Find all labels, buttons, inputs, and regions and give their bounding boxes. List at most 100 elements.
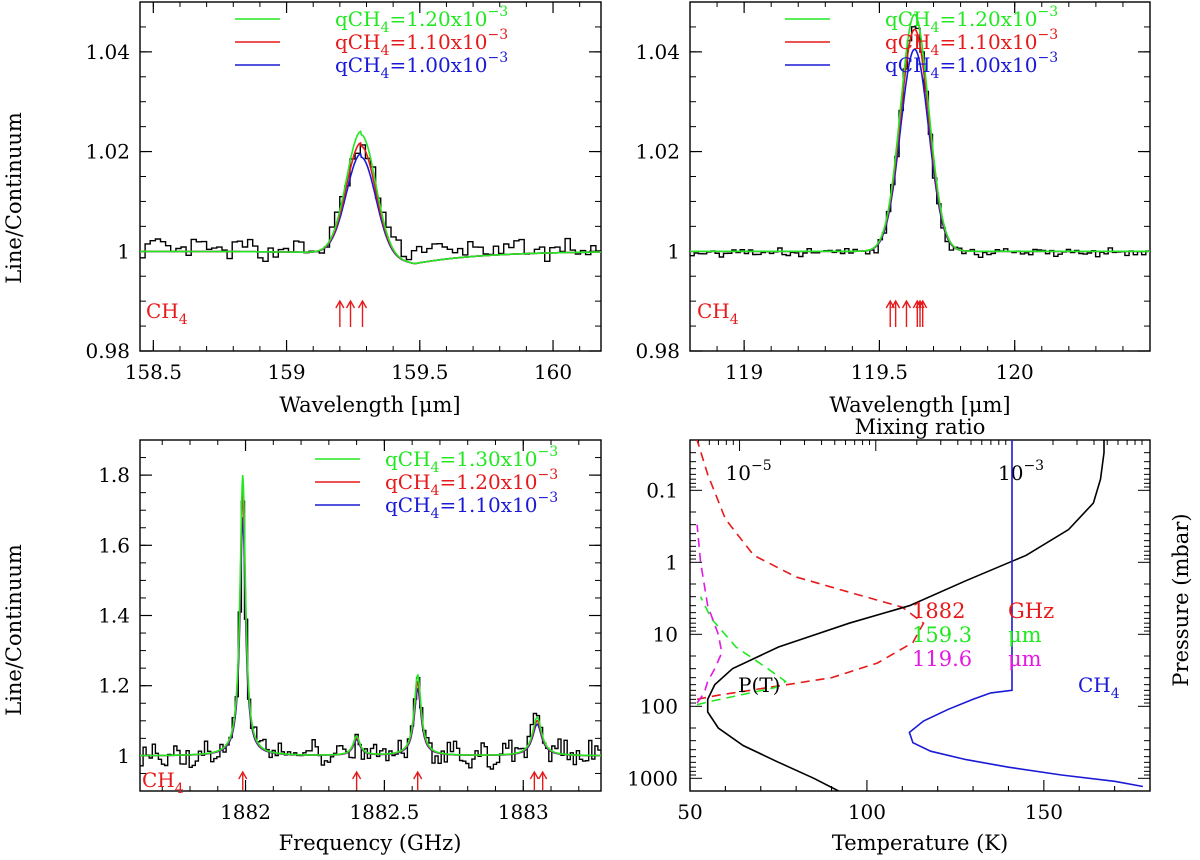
axis-ticks: 158.5 159 159.5 160 0.98 1 1.02 1.04 (85, 1, 601, 384)
axis-ticks: 50 100 150 0.1 1 10 100 1000 (627, 439, 1151, 824)
mixing-ratio-label: 10−3 (998, 458, 1044, 485)
legend-entry-blue: qCH4=1.00x10−3 (335, 50, 508, 82)
x-tick-label: 50 (677, 800, 702, 824)
ch4-subscript: 4 (1111, 686, 1120, 702)
legend-value: =1.30x10 (439, 447, 537, 471)
legend-prefix: qCH (885, 53, 931, 77)
species-subscript: 4 (730, 312, 739, 328)
model-line-green (140, 474, 601, 757)
legend-superscript: −3 (488, 4, 509, 20)
x-tick-label: 150 (1025, 800, 1063, 824)
legend-value: =1.00x10 (939, 53, 1037, 77)
legend-superscript: −3 (538, 444, 559, 460)
legend-entry-red: qCH4=1.20x10−3 (385, 467, 558, 499)
line-center-arrowhead (335, 299, 345, 309)
legend-prefix: qCH (885, 30, 931, 54)
line-center-arrowhead (352, 770, 362, 780)
observed-spectrum-step (140, 500, 601, 770)
legend-subscript: 4 (931, 43, 940, 59)
x-tick-label: 159 (267, 360, 305, 384)
profile-group (696, 440, 1144, 791)
y-tick-label: 1 (667, 239, 680, 263)
legend-superscript: −3 (1038, 4, 1059, 20)
y-tick-label: 1 (117, 744, 130, 768)
y-axis-label-bottom: Line/Continuum (2, 544, 26, 716)
model-line-green (690, 13, 1150, 253)
y-axis-label-top: Line/Continuum (2, 112, 26, 284)
series-group (690, 13, 1150, 258)
legend-subscript: 4 (931, 20, 940, 36)
x-tick-label: 160 (534, 360, 572, 384)
line-center-arrowhead (345, 299, 356, 309)
legend-entry-green: qCH4=1.30x10−3 (385, 444, 558, 476)
legend-entry-green: qCH4=1.20x10−3 (335, 4, 508, 36)
legend-value: =1.20x10 (439, 470, 537, 494)
legend-value: =1.00x10 (389, 53, 487, 77)
contribution-legend-unit: GHz (1008, 599, 1054, 623)
legend-superscript: −3 (1038, 50, 1059, 66)
species-text: CH (697, 299, 730, 323)
line-center-arrowhead (918, 299, 928, 309)
y-tick-label: 100 (640, 694, 678, 718)
legend-value: =1.20x10 (939, 7, 1037, 31)
series-group (140, 458, 601, 770)
line-center-arrowhead (538, 770, 548, 780)
legend-subscript: 4 (931, 66, 940, 82)
species-label: CH4 (697, 299, 739, 328)
legend-superscript: −3 (1038, 27, 1059, 43)
y-tick-label: 0.1 (646, 478, 678, 502)
legend-subscript: 4 (431, 460, 440, 476)
y-tick-label: 1 (665, 550, 678, 574)
y-tick-label: 1.8 (98, 463, 130, 487)
contribution-legend-value: 159.3 (912, 623, 972, 647)
legend-subscript: 4 (431, 483, 440, 499)
x-axis-label: Wavelength [μm] (829, 393, 1010, 417)
line-center-arrowhead (901, 299, 912, 309)
legend-subscript: 4 (431, 506, 440, 522)
y-tick-label: 0.98 (85, 339, 130, 363)
plot-frame (689, 439, 1151, 792)
legend-prefix: qCH (385, 470, 431, 494)
legend-entry-blue: qCH4=1.10x10−3 (385, 490, 558, 522)
contribution-legend-value: 119.6 (912, 647, 972, 671)
legend-prefix: qCH (385, 493, 431, 517)
legend-superscript: −3 (488, 27, 509, 43)
contribution-function-green (696, 596, 787, 706)
line-center-arrowhead (891, 299, 901, 309)
x-tick-label: 119 (725, 360, 763, 384)
model-line-blue (140, 517, 601, 757)
y-tick-label: 1.02 (85, 140, 130, 164)
legend-entry-red: qCH4=1.10x10−3 (885, 27, 1058, 59)
legend-subscript: 4 (381, 66, 390, 82)
legend-superscript: −3 (538, 490, 559, 506)
model-line-green (140, 130, 601, 265)
mixing-base: 10 (726, 461, 751, 485)
legend-entry-red: qCH4=1.10x10−3 (335, 27, 508, 59)
species-text: CH (146, 299, 179, 323)
contribution-legend-value: 1882 (912, 599, 965, 623)
species-text: CH (142, 768, 175, 792)
y-tick-label: 1.02 (635, 140, 680, 164)
mixing-ratio-label: 10−5 (726, 458, 772, 485)
mixing-base: 10 (998, 461, 1023, 485)
y-tick-label: 1.4 (98, 604, 130, 628)
legend-prefix: qCH (385, 447, 431, 471)
line-center-arrowhead (357, 299, 368, 309)
ch4-profile-label: CH4 (1078, 673, 1120, 702)
legend-subscript: 4 (381, 20, 390, 36)
ch4-profile-line (908, 440, 1144, 788)
line-center-arrowhead (529, 770, 539, 780)
observed-spectrum-step (140, 144, 601, 262)
legend-value: =1.10x10 (439, 493, 537, 517)
legend-prefix: qCH (335, 30, 381, 54)
plot-marks: qCH4=1.30x10−3qCH4=1.20x10−3qCH4=1.10x10… (140, 444, 601, 790)
legend-value: =1.20x10 (389, 7, 487, 31)
x-tick-label: 1883 (498, 800, 549, 824)
species-subscript: 4 (179, 312, 188, 328)
species-subscript: 4 (175, 781, 184, 797)
y-tick-label: 1 (117, 239, 130, 263)
plot-marks: qCH4=1.20x10−3qCH4=1.10x10−3qCH4=1.00x10… (690, 4, 1150, 327)
